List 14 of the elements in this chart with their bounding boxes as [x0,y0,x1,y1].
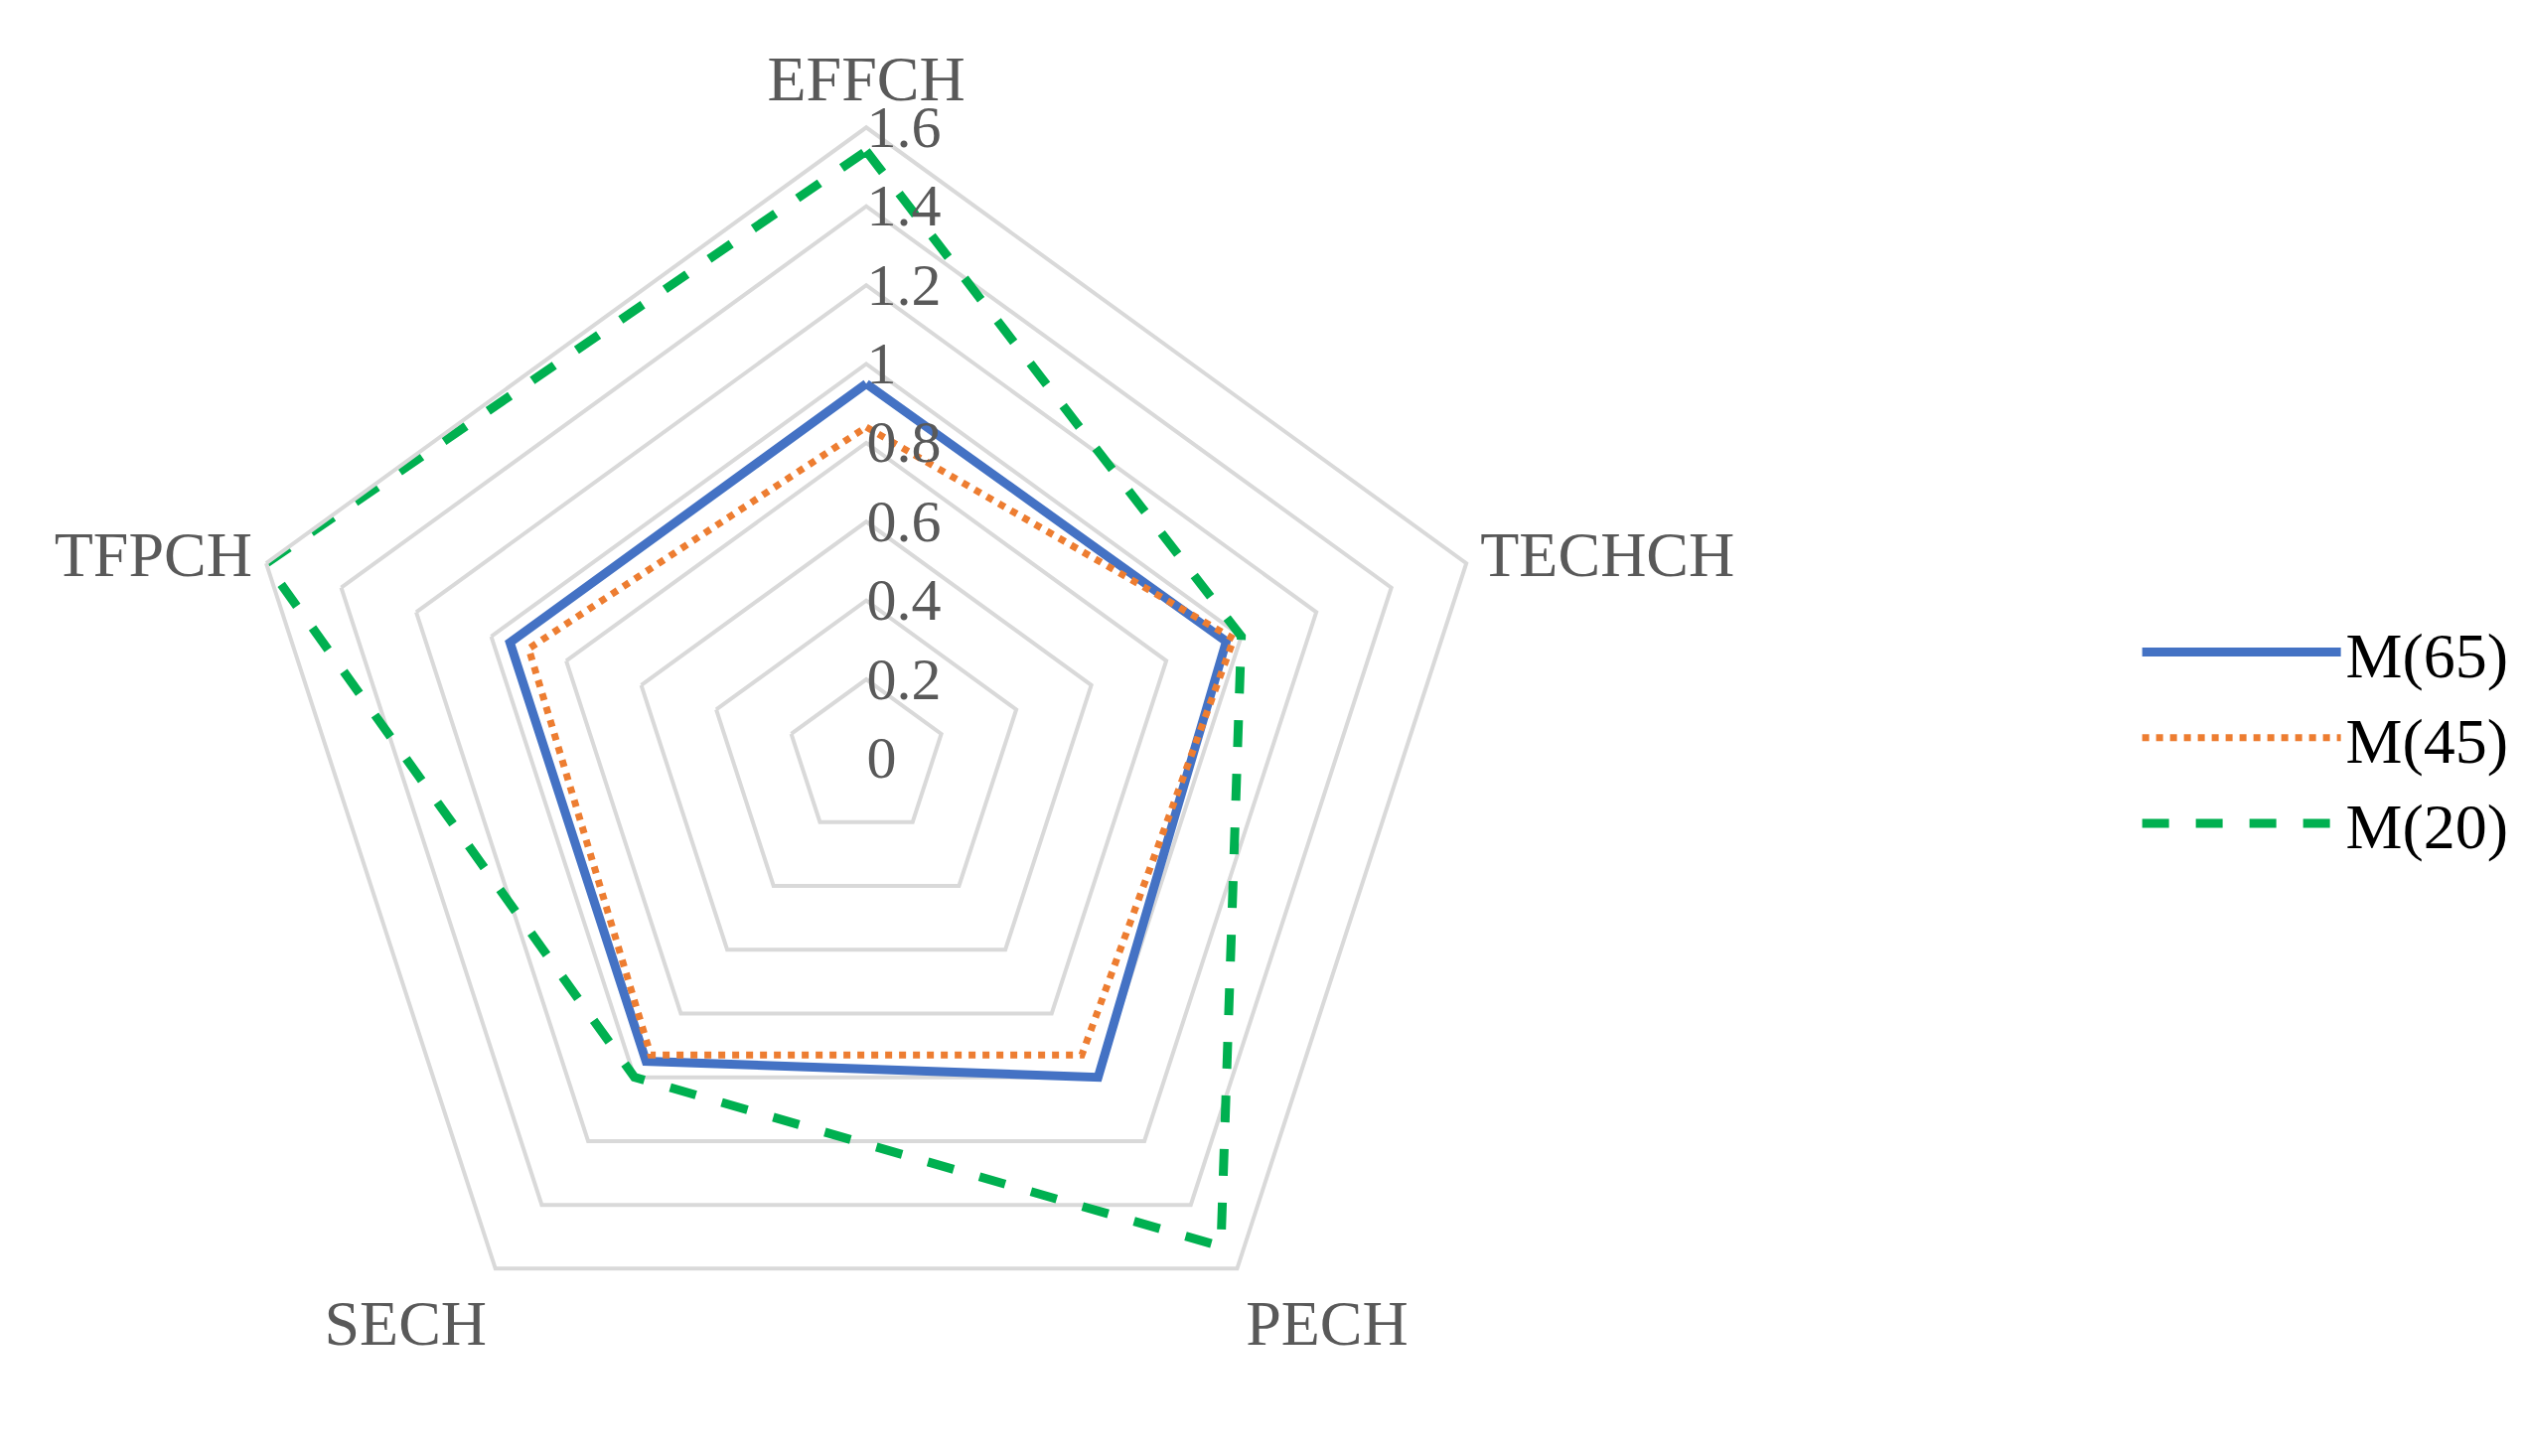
y-tick-label: 0 [866,724,897,791]
y-tick-label: 1.2 [866,251,942,318]
y-tick-label: 1.4 [866,173,942,239]
legend-label: M(45) [2345,705,2509,777]
spoke-label: SECH [324,1288,488,1360]
legend-label: M(20) [2345,791,2509,862]
y-tick-label: 0.6 [866,488,942,554]
legend-label: M(65) [2345,620,2509,691]
spoke-label: TECHCH [1480,518,1735,590]
y-tick-label: 0.4 [866,567,942,634]
spoke-label: PECH [1246,1288,1409,1360]
y-tick-label: 1 [866,331,897,396]
spoke-label: TFPCH [54,518,252,590]
y-tick-label: 0.2 [866,646,942,712]
